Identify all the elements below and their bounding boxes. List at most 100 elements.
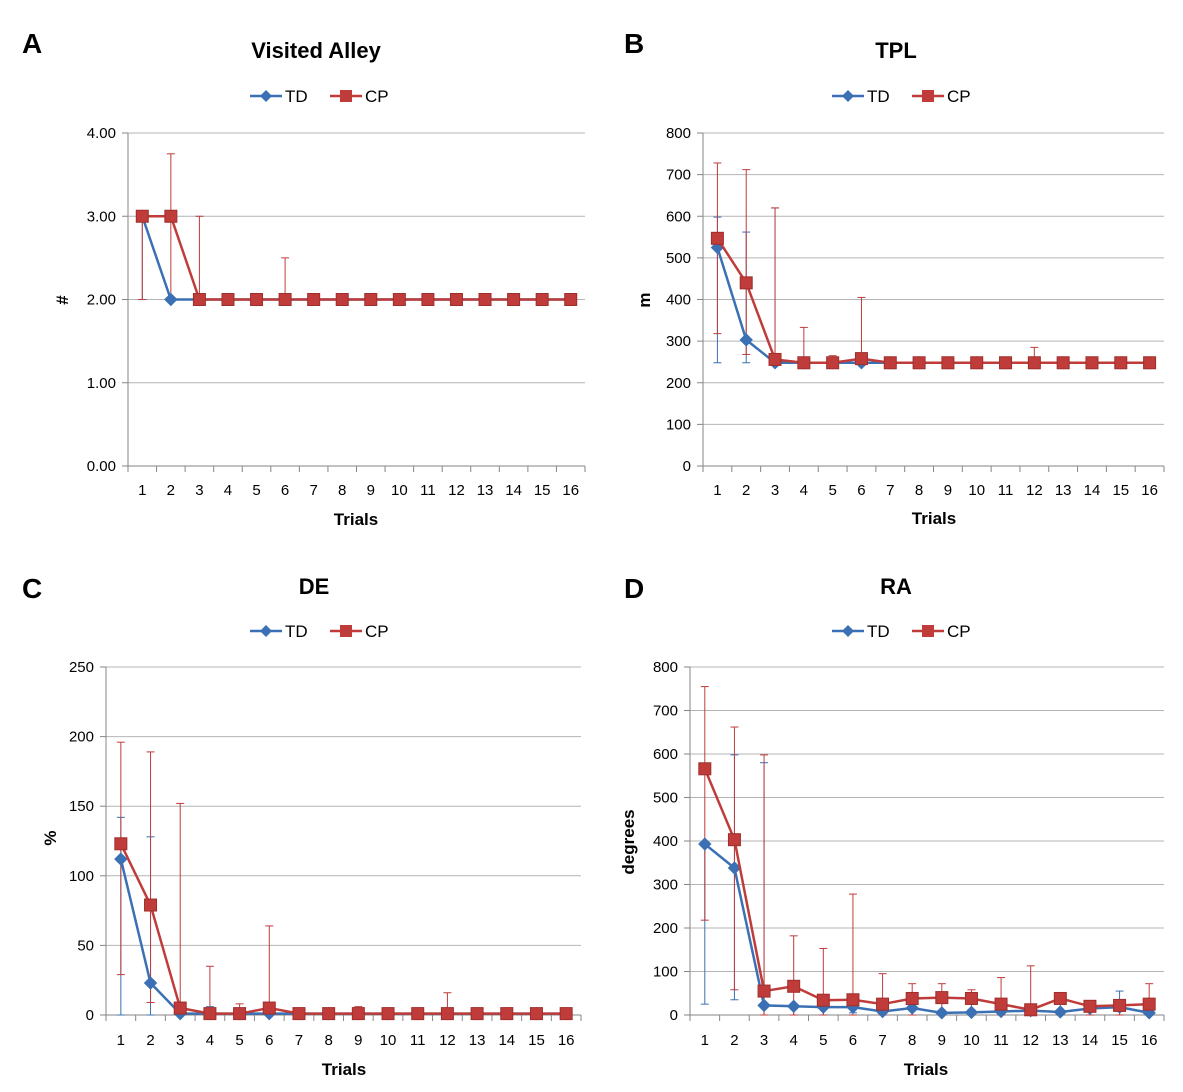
x-tick-label: 9 <box>367 482 375 499</box>
y-tick-label: 3.00 <box>87 208 116 225</box>
data-point-cp <box>1142 997 1156 1011</box>
legend-c: TD CP <box>250 622 389 641</box>
x-axis-label-c: Trials <box>322 1060 366 1079</box>
y-tick-label: 400 <box>653 833 678 850</box>
x-tick-label: 12 <box>448 482 465 499</box>
y-tick-label: 200 <box>69 729 94 746</box>
x-tick-label: 8 <box>908 1032 916 1049</box>
series-line-td <box>141 215 571 301</box>
legend-marker-cp <box>922 90 934 102</box>
y-tick-label: 800 <box>653 659 678 676</box>
y-tick-label: 0 <box>683 458 691 475</box>
series-line-cp <box>703 768 1150 1012</box>
data-point-td <box>905 1001 919 1015</box>
x-tick-label: 16 <box>1141 1032 1158 1049</box>
data-point-cp <box>1024 1003 1038 1017</box>
data-point-td <box>964 1005 979 1020</box>
series-line-cp <box>716 237 1150 365</box>
data-point-cp <box>192 293 206 306</box>
data-point-cp <box>440 1007 454 1021</box>
legend-marker-cp <box>340 90 352 102</box>
data-point-cp <box>912 356 926 370</box>
data-point-cp <box>816 993 830 1007</box>
panel-letter-d: D <box>624 573 644 604</box>
data-point-cp <box>739 276 753 290</box>
data-point-cp <box>564 293 578 306</box>
y-tick-label: 700 <box>666 167 691 184</box>
legend-marker-td <box>842 90 854 102</box>
x-tick-label: 8 <box>915 482 923 499</box>
series-line-td <box>716 247 1150 365</box>
data-point-cp <box>768 352 782 366</box>
data-point-cp <box>994 997 1008 1011</box>
data-point-cp <box>535 293 549 306</box>
x-tick-label: 10 <box>391 482 408 499</box>
data-point-cp <box>449 293 463 306</box>
x-tick-label: 2 <box>742 482 750 499</box>
y-tick-label: 100 <box>666 416 691 433</box>
legend-marker-td <box>260 625 272 637</box>
data-point-cp <box>970 356 984 370</box>
x-tick-label: 1 <box>701 1032 709 1049</box>
series-line-td <box>704 843 1150 1015</box>
y-tick-label: 600 <box>653 746 678 763</box>
data-point-td <box>786 999 801 1014</box>
x-tick-label: 13 <box>1052 1032 1069 1049</box>
x-tick-label: 2 <box>167 482 175 499</box>
x-axis-label-b: Trials <box>912 509 956 528</box>
data-point-cp <box>1114 356 1128 370</box>
x-tick-label: 9 <box>944 482 952 499</box>
x-tick-label: 7 <box>886 482 894 499</box>
legend-marker-td <box>842 625 854 637</box>
y-tick-label: 150 <box>69 798 94 815</box>
x-tick-label: 15 <box>528 1032 545 1049</box>
data-point-cp <box>135 209 149 223</box>
x-tick-label: 12 <box>1026 482 1043 499</box>
data-point-cp <box>787 979 801 993</box>
data-point-cp <box>1143 356 1157 370</box>
y-tick-label: 0 <box>86 1007 94 1024</box>
data-point-td <box>698 837 712 851</box>
y-tick-label: 200 <box>666 375 691 392</box>
chart-title-d: RA <box>880 574 912 599</box>
legend-label-cp: CP <box>947 622 971 641</box>
x-tick-label: 6 <box>857 482 865 499</box>
data-point-td <box>164 292 178 307</box>
legend-b: TD CP <box>832 87 971 106</box>
x-tick-label: 13 <box>469 1032 486 1049</box>
x-tick-label: 1 <box>117 1032 125 1049</box>
data-point-cp <box>757 984 771 998</box>
data-point-cp <box>941 356 955 370</box>
y-tick-label: 1.00 <box>87 375 116 392</box>
x-tick-label: 3 <box>760 1032 768 1049</box>
x-tick-label: 7 <box>295 1032 303 1049</box>
data-point-td <box>143 976 158 990</box>
y-tick-label: 700 <box>653 703 678 720</box>
x-tick-label: 1 <box>138 482 146 499</box>
x-axis-label-d: Trials <box>904 1060 948 1079</box>
x-tick-label: 11 <box>998 482 1014 499</box>
data-point-cp <box>500 1007 514 1021</box>
x-tick-label: 5 <box>235 1032 243 1049</box>
panel-a: A Visited Alley TD CP 0.00 1.00 2.00 3.00 4.0… <box>22 28 586 529</box>
x-tick-label: 6 <box>265 1032 273 1049</box>
data-point-cp <box>876 997 890 1011</box>
data-point-cp <box>559 1007 573 1021</box>
x-tick-label: 7 <box>309 482 317 499</box>
legend-label-cp: CP <box>947 87 971 106</box>
data-point-cp <box>381 1007 395 1021</box>
y-tick-label: 300 <box>666 333 691 350</box>
y-tick-label: 0.00 <box>87 458 116 475</box>
x-tick-label: 15 <box>1111 1032 1128 1049</box>
x-tick-label: 5 <box>828 482 836 499</box>
x-tick-label: 9 <box>354 1032 362 1049</box>
x-tick-label: 3 <box>195 482 203 499</box>
x-tick-label: 6 <box>281 482 289 499</box>
data-point-cp <box>233 1007 247 1021</box>
x-tick-label: 10 <box>968 482 985 499</box>
x-tick-label: 4 <box>224 482 232 499</box>
panel-letter-c: C <box>22 573 42 604</box>
y-tick-label: 50 <box>77 937 94 954</box>
